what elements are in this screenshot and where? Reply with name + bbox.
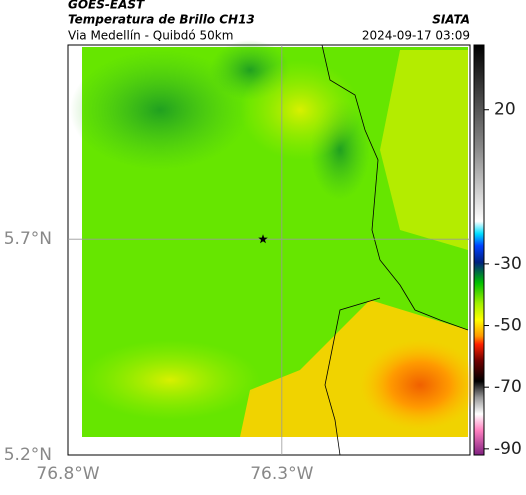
warm-area — [80, 340, 260, 420]
lon-label: 76.3°W — [250, 464, 313, 484]
warm-area — [380, 50, 468, 250]
title: Temperatura de Brillo CH13 — [68, 13, 255, 27]
colorbar-label: -90 — [494, 439, 522, 459]
map-image — [67, 40, 480, 456]
colorbar-label: 20 — [494, 100, 516, 120]
location-marker — [258, 234, 268, 244]
border — [321, 44, 469, 331]
warm-area — [240, 60, 360, 160]
lat-label: 5.2°N — [4, 445, 52, 465]
cold-area — [70, 50, 250, 170]
brand: SIATA — [432, 13, 470, 27]
timestamp: 2024-09-17 03:09 — [362, 29, 470, 43]
border — [324, 297, 381, 456]
colorbar — [473, 44, 485, 456]
lon-label: 76.8°W — [36, 464, 99, 484]
header: GOES-EAST Temperatura de Brillo CH13 SIA… — [68, 0, 470, 43]
colorbar-label: -30 — [494, 254, 522, 274]
lat-label: 5.7°N — [4, 229, 52, 249]
source: GOES-EAST — [68, 0, 145, 12]
colorbar-label: -70 — [494, 377, 522, 397]
subtitle: Via Medellín - Quibdó 50km — [68, 29, 233, 43]
hot-area — [360, 340, 480, 430]
colorbar-label: -50 — [494, 316, 522, 336]
